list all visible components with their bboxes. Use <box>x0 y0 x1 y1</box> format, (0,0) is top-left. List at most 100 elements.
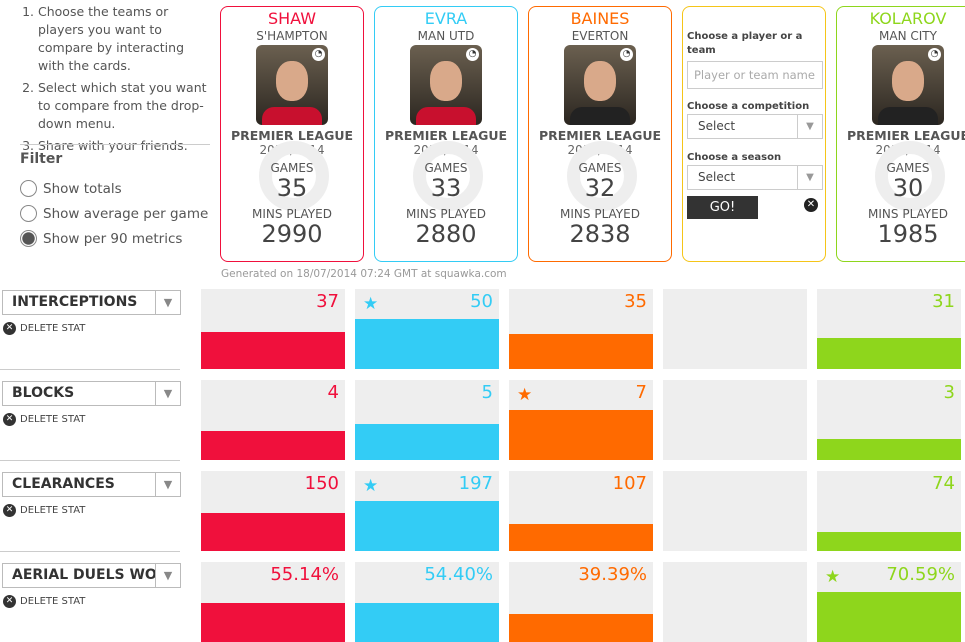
stat-value: 55.14% <box>270 564 339 585</box>
player-search-input[interactable]: Player or team name <box>687 61 823 89</box>
stat-select[interactable]: BLOCKS ▼ <box>2 381 181 406</box>
row-divider <box>0 369 180 370</box>
games-value: 32 <box>584 174 616 202</box>
instruction-3: Share with your friends. <box>38 137 210 155</box>
instruction-1: Choose the teams or players you want to … <box>38 3 210 75</box>
squawka-logo-icon: ◔ <box>466 48 479 61</box>
generated-note: Generated on 18/07/2014 07:24 GMT at squ… <box>221 268 507 280</box>
stat-bar <box>201 602 345 642</box>
stat-cell: 39.39% <box>509 562 653 642</box>
season-select[interactable]: Select ▼ <box>687 165 823 190</box>
player-card[interactable]: KOLAROV MAN CITY ◔ PREMIER LEAGUE 2013/2… <box>836 6 965 262</box>
chevron-down-icon: ▼ <box>155 564 180 587</box>
delete-stat-button[interactable]: ✕ DELETE STAT <box>3 595 85 608</box>
stat-name: AERIAL DUELS WON <box>12 567 155 583</box>
stat-value: 50 <box>470 291 493 312</box>
player-card[interactable]: EVRA MAN UTD ◔ PREMIER LEAGUE 2013/2014 … <box>374 6 518 262</box>
radio-show-totals[interactable]: Show totals <box>20 180 122 197</box>
competition-value: Select <box>698 119 736 133</box>
stat-bar <box>201 512 345 551</box>
games-value: 35 <box>276 174 308 202</box>
stat-cell <box>663 380 807 460</box>
stat-value: 150 <box>304 473 339 494</box>
squawka-logo-icon: ◔ <box>928 48 941 61</box>
close-icon: ✕ <box>3 504 16 517</box>
stat-cell: 7 ★ <box>509 380 653 460</box>
competition: PREMIER LEAGUE <box>230 128 354 143</box>
close-icon: ✕ <box>3 595 16 608</box>
radio-label: Show totals <box>43 180 122 197</box>
stat-cell: 37 <box>201 289 345 369</box>
competition: PREMIER LEAGUE <box>846 128 965 143</box>
radio-label: Show per 90 metrics <box>43 230 183 247</box>
delete-stat-label: DELETE STAT <box>20 414 86 425</box>
games-label: GAMES <box>270 161 314 175</box>
player-name: BAINES <box>570 9 630 28</box>
games-label: GAMES <box>886 161 930 175</box>
team-name: EVERTON <box>571 29 629 43</box>
chevron-down-icon: ▼ <box>797 115 822 138</box>
stat-value: 70.59% <box>886 564 955 585</box>
go-button[interactable]: GO! <box>687 196 758 219</box>
squawka-logo-icon: ◔ <box>312 48 325 61</box>
stat-name: BLOCKS <box>12 385 75 401</box>
chevron-down-icon: ▼ <box>155 382 180 405</box>
delete-stat-button[interactable]: ✕ DELETE STAT <box>3 322 85 335</box>
radio-icon[interactable] <box>20 230 37 247</box>
chevron-down-icon: ▼ <box>155 291 180 314</box>
stat-bar <box>201 431 345 460</box>
mins-value: 2838 <box>569 220 631 248</box>
star-icon: ★ <box>363 294 379 314</box>
games-label: GAMES <box>424 161 468 175</box>
player-photo: ◔ <box>564 45 636 125</box>
competition-select[interactable]: Select ▼ <box>687 114 823 139</box>
radio-icon[interactable] <box>20 205 37 222</box>
stat-name: INTERCEPTIONS <box>12 294 138 310</box>
games-label: GAMES <box>578 161 622 175</box>
player-name: EVRA <box>424 9 468 28</box>
games-value: 30 <box>892 174 924 202</box>
mins-label: MINS PLAYED <box>252 207 332 221</box>
mins-value: 2880 <box>415 220 477 248</box>
star-icon: ★ <box>363 476 379 496</box>
stat-name: CLEARANCES <box>12 476 115 492</box>
stat-select[interactable]: CLEARANCES ▼ <box>2 472 181 497</box>
radio-show-per90[interactable]: Show per 90 metrics <box>20 230 182 247</box>
stat-bar <box>355 424 499 460</box>
stat-cell: 5 <box>355 380 499 460</box>
stat-value: 4 <box>327 382 339 403</box>
close-icon[interactable]: ✕ <box>804 198 818 212</box>
player-card[interactable]: SHAW S'HAMPTON ◔ PREMIER LEAGUE 2013/201… <box>220 6 364 262</box>
stat-cell: 54.40% <box>355 562 499 642</box>
stat-cell: 55.14% <box>201 562 345 642</box>
competition: PREMIER LEAGUE <box>538 128 662 143</box>
stat-cell: 31 <box>817 289 961 369</box>
stat-cell: 3 <box>817 380 961 460</box>
stat-value: 37 <box>316 291 339 312</box>
stat-value: 35 <box>624 291 647 312</box>
mins-value: 1985 <box>877 220 939 248</box>
stat-bar <box>509 334 653 369</box>
stat-bar <box>355 319 499 369</box>
stat-select[interactable]: AERIAL DUELS WON ▼ <box>2 563 181 588</box>
stat-bar <box>509 523 653 551</box>
stat-value: 74 <box>932 473 955 494</box>
stat-cell: 35 <box>509 289 653 369</box>
radio-show-average[interactable]: Show average per game <box>20 205 208 222</box>
player-card[interactable]: BAINES EVERTON ◔ PREMIER LEAGUE 2013/201… <box>528 6 672 262</box>
player-photo: ◔ <box>872 45 944 125</box>
stat-value: 107 <box>612 473 647 494</box>
stat-cell: 150 <box>201 471 345 551</box>
player-label: Choose a player or a team <box>687 31 803 56</box>
instruction-2: Select which stat you want to compare fr… <box>38 79 210 133</box>
stat-cell: 4 <box>201 380 345 460</box>
delete-stat-button[interactable]: ✕ DELETE STAT <box>3 413 85 426</box>
stat-select[interactable]: INTERCEPTIONS ▼ <box>2 290 181 315</box>
competition: PREMIER LEAGUE <box>384 128 508 143</box>
delete-stat-button[interactable]: ✕ DELETE STAT <box>3 504 85 517</box>
mins-label: MINS PLAYED <box>868 207 948 221</box>
stat-cell <box>663 562 807 642</box>
instructions: Choose the teams or players you want to … <box>20 3 210 159</box>
stat-value: 54.40% <box>424 564 493 585</box>
radio-icon[interactable] <box>20 180 37 197</box>
